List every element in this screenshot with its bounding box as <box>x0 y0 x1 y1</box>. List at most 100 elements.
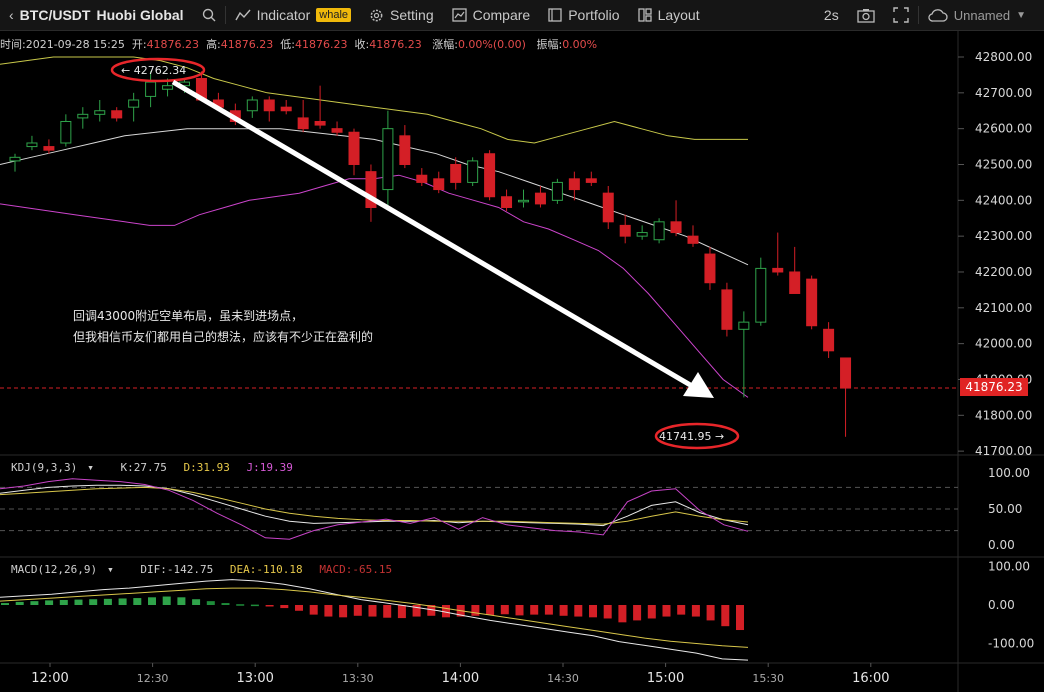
candle-body <box>263 99 275 112</box>
fullscreen-button[interactable] <box>884 0 918 30</box>
macd-histogram-bar <box>192 599 201 605</box>
macd-axis-label: 0.00 <box>988 598 1015 612</box>
macd-dif-line <box>0 579 749 661</box>
macd-histogram-bar <box>618 605 627 623</box>
candle-body <box>212 99 224 108</box>
macd-histogram-bar <box>309 605 318 615</box>
annotation-line-2: 但我相信币友们都用自己的想法，应该有不少正在盈利的 <box>73 330 374 344</box>
screenshot-button[interactable] <box>848 0 884 30</box>
compare-button[interactable]: Compare <box>443 0 540 30</box>
candle-body <box>416 174 428 183</box>
layout-button[interactable]: Layout <box>629 0 709 30</box>
account-menu[interactable]: Unnamed ▼ <box>919 0 1044 30</box>
macd-histogram-bar <box>250 604 259 607</box>
macd-histogram-bar <box>45 600 54 605</box>
interval-button[interactable]: 2s <box>815 0 848 30</box>
candle-body <box>348 131 360 165</box>
candle-body <box>331 128 343 133</box>
candle-body <box>619 224 631 237</box>
portfolio-icon <box>548 8 562 22</box>
candle-body <box>823 328 835 352</box>
kdj-j-line <box>0 478 749 540</box>
candle-body <box>280 106 292 112</box>
candle-body <box>551 181 563 201</box>
symbol-selector[interactable]: ‹ BTC/USDT Huobi Global <box>0 0 193 30</box>
macd-histogram-bar <box>500 605 509 615</box>
interval-label: 2s <box>823 7 839 23</box>
layout-icon <box>637 8 652 22</box>
candle-body <box>450 163 462 183</box>
portfolio-button[interactable]: Portfolio <box>539 0 628 30</box>
high-value: 41876.23 <box>220 38 274 51</box>
candle-body <box>789 271 801 294</box>
macd-histogram-bar <box>647 605 656 619</box>
setting-button[interactable]: Setting <box>360 0 443 30</box>
macd-histogram-bar <box>368 605 377 617</box>
amplitude-value: 0.00% <box>562 38 598 51</box>
time-axis-label: 14:00 <box>442 671 479 686</box>
chevron-down-icon: ▼ <box>1016 9 1026 21</box>
candle-body <box>314 120 326 126</box>
macd-histogram-bar <box>236 604 245 606</box>
macd-histogram-bar <box>280 605 289 609</box>
candlesticks <box>9 71 852 437</box>
candle-body <box>145 81 157 97</box>
time-value: 2021-09-28 15:25 <box>25 38 125 51</box>
macd-histogram-bar <box>177 597 186 605</box>
candle-body <box>179 81 190 87</box>
toolbar-right: 2s Unnamed ▼ <box>815 0 1044 30</box>
macd-histogram-bar <box>353 605 362 616</box>
macd-histogram-bar <box>706 605 715 621</box>
change-value: 0.00%(0.00) <box>457 38 526 51</box>
kdj-d-line <box>0 486 749 525</box>
macd-axis-label: 100.00 <box>988 560 1030 574</box>
macd-histogram-bar <box>206 601 215 605</box>
macd-histogram-bar <box>162 596 171 605</box>
ohlc-info-bar: 时间:2021-09-28 15:25 开:41876.23 高:41876.2… <box>0 36 597 52</box>
fullscreen-icon <box>893 7 909 23</box>
macd-histogram-bar <box>486 605 495 616</box>
candle-body <box>433 178 445 191</box>
compare-label: Compare <box>472 7 531 23</box>
indicator-button[interactable]: Indicator whale <box>226 0 360 30</box>
candle-body <box>636 232 648 237</box>
axes: 42800.00 42700.00 42600.00 42500.00 42400.00… <box>31 50 1034 686</box>
whale-badge: whale <box>316 8 352 22</box>
candle-body <box>195 77 207 101</box>
price-axis-label: 42400.00 <box>975 193 1032 207</box>
macd-histogram-bar <box>412 605 421 617</box>
low-label: 低: <box>280 38 295 51</box>
kdj-legend[interactable]: KDJ(9,3,3) ▾ K:27.75 D:31.93 J:19.39 <box>11 461 303 474</box>
macd-histogram-bar <box>544 605 553 615</box>
price-axis-label: 42200.00 <box>975 265 1032 279</box>
symbol-label: BTC/USDT <box>19 7 91 23</box>
compare-icon <box>451 8 467 22</box>
macd-legend[interactable]: MACD(12,26,9) ▾ DIF:-142.75 DEA:-110.18 M… <box>11 563 402 576</box>
search-button[interactable] <box>193 0 225 30</box>
candle-body <box>399 135 411 165</box>
macd-histogram-bar <box>427 605 436 616</box>
camera-icon <box>857 8 875 23</box>
macd-histogram-bar <box>530 605 539 615</box>
candle-body <box>246 99 258 112</box>
kdj-k: K:27.75 <box>120 461 167 474</box>
macd-histogram-bar <box>383 605 392 618</box>
candle-body <box>721 289 733 330</box>
macd-dif: DIF:-142.75 <box>140 563 214 576</box>
chevron-left-icon: ‹ <box>9 7 14 23</box>
kdj-k-line <box>0 484 749 527</box>
boll-middle-line <box>0 128 749 266</box>
candle-body <box>26 142 38 148</box>
open-label: 开: <box>131 38 147 51</box>
boll-lower-line <box>0 174 749 398</box>
macd-histogram-bar <box>133 598 142 605</box>
time-axis-label: 14:30 <box>547 672 579 685</box>
indicator-label: Indicator <box>256 7 311 23</box>
macd-histogram-bar <box>30 601 39 605</box>
candle-body <box>518 199 529 203</box>
boll-upper-line <box>0 56 748 144</box>
candle-body <box>484 153 496 198</box>
macd-histogram-bar <box>103 598 112 605</box>
macd-axis-label: -100.00 <box>988 637 1034 651</box>
kdj-d: D:31.93 <box>183 461 230 474</box>
